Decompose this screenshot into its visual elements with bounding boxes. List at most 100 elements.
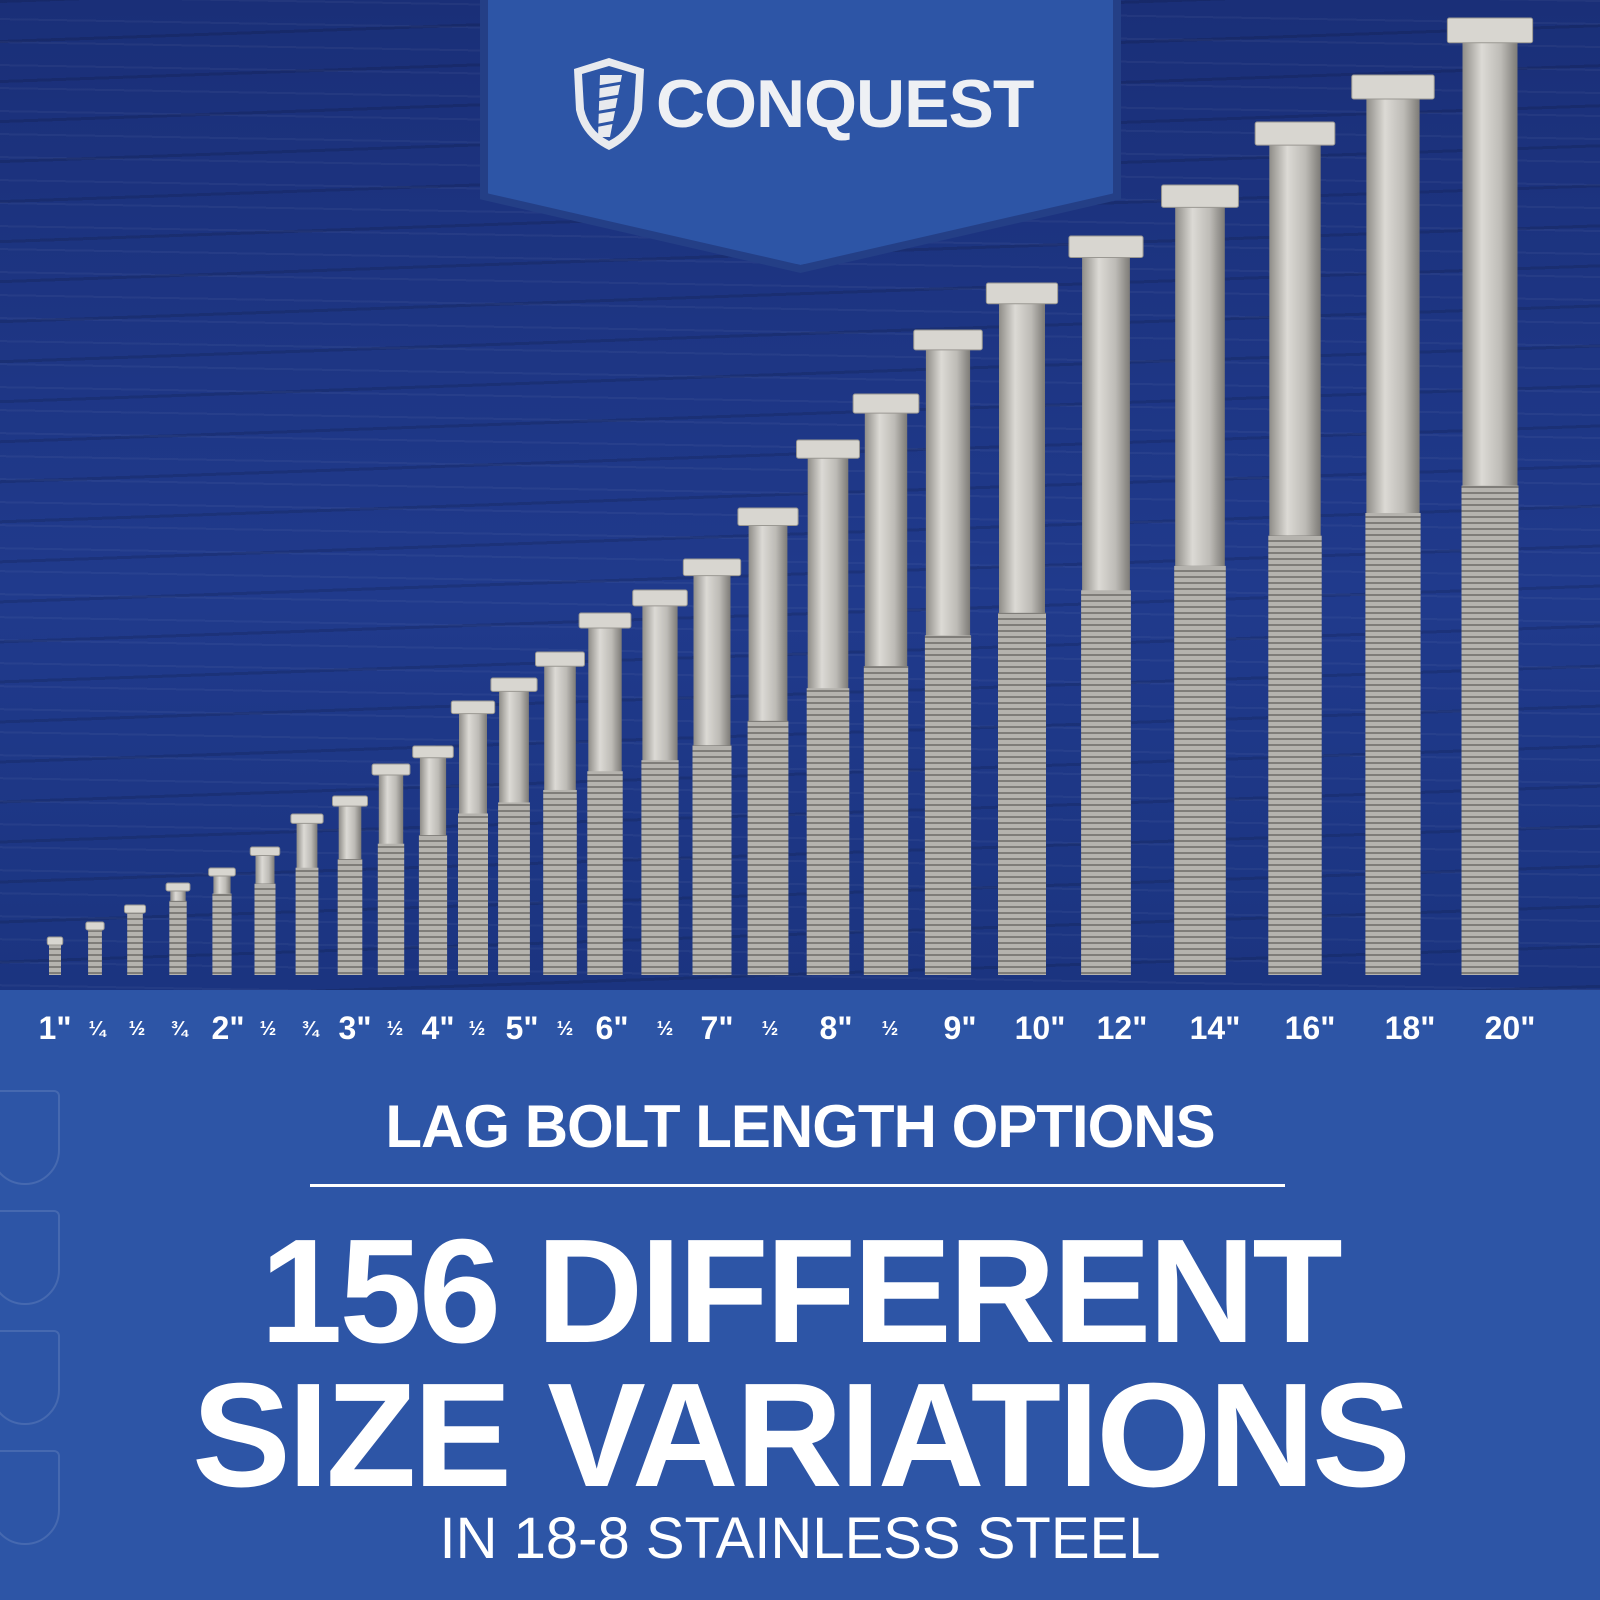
- bolt: [1446, 17, 1534, 975]
- bolt-head: [913, 329, 983, 351]
- bolt: [123, 904, 147, 975]
- bolt: [1068, 235, 1144, 975]
- bolt: [985, 282, 1059, 975]
- length-label: ½: [881, 1018, 899, 1040]
- bolt: [450, 700, 496, 975]
- bolt: [290, 813, 324, 975]
- bolt-head: [632, 589, 688, 607]
- bolt-thread: [498, 802, 530, 975]
- bolt-head: [46, 936, 64, 946]
- bolt-thread: [254, 883, 276, 975]
- bolt-thread: [998, 612, 1046, 975]
- length-label: 20": [1484, 1010, 1536, 1046]
- bolt-head: [796, 439, 860, 459]
- bolt-thread: [377, 843, 405, 975]
- bolt-head: [412, 745, 454, 759]
- length-label: 1": [38, 1010, 72, 1046]
- bolt-thread: [295, 867, 319, 975]
- length-label: 8": [819, 1010, 853, 1046]
- bolt-head: [1068, 235, 1144, 259]
- bolt-thread: [418, 835, 448, 975]
- length-label: ½: [656, 1018, 674, 1040]
- shield-screw-icon: [574, 58, 644, 150]
- bolt-thread: [88, 930, 102, 975]
- length-label: 4": [421, 1010, 455, 1046]
- length-labels: 1" ¼ ½ ¾ 2" ½ ¾ 3" ½ 4" ½ 5" ½ 6" ½ 7" ½ 8" ½ 9" 10" 12" 14" 16…: [0, 1010, 1600, 1060]
- bolt-head: [682, 558, 742, 577]
- bolt: [1351, 74, 1435, 975]
- bolt: [913, 329, 983, 975]
- bolt-thread: [1268, 535, 1322, 975]
- length-label: 6": [595, 1010, 629, 1046]
- bolt-head: [371, 763, 411, 776]
- bolt: [535, 651, 585, 975]
- length-label: ½: [386, 1018, 404, 1040]
- bolt-thread: [1365, 513, 1421, 975]
- bolt-head: [852, 393, 920, 414]
- shield-decoration: [0, 1090, 60, 1185]
- bolt: [490, 677, 538, 975]
- bolt-head: [208, 867, 236, 877]
- bolt-head: [985, 282, 1059, 305]
- length-label: 12": [1096, 1010, 1148, 1046]
- tagline: IN 18-8 STAINLESS STEEL: [439, 1506, 1161, 1571]
- bolt-head: [165, 882, 191, 892]
- bolt: [165, 882, 191, 975]
- bolt-thread: [924, 635, 972, 975]
- bolt-thread: [587, 771, 623, 975]
- headline-line-1: 156 DIFFERENT: [260, 1209, 1342, 1374]
- bolt: [1254, 121, 1336, 975]
- bolt-thread: [641, 760, 679, 975]
- bolt: [85, 921, 105, 975]
- divider: [310, 1184, 1285, 1187]
- bolt-thread: [1081, 590, 1131, 975]
- length-label: 2": [211, 1010, 245, 1046]
- bolt-head: [85, 921, 105, 931]
- bolt: [852, 393, 920, 976]
- bolt: [412, 745, 454, 975]
- shield-decoration: [0, 1210, 60, 1305]
- length-label: 5": [505, 1010, 539, 1046]
- length-label: 16": [1284, 1010, 1336, 1046]
- brand-name: CONQUEST: [656, 66, 1034, 142]
- bolt: [371, 763, 411, 975]
- bolt-thread: [863, 666, 909, 975]
- bolt-thread: [1174, 565, 1226, 975]
- length-label: ½: [761, 1018, 779, 1040]
- bolt-head: [578, 612, 632, 629]
- length-label: 9": [943, 1010, 977, 1046]
- length-label: 14": [1189, 1010, 1241, 1046]
- bolt-lineup: [46, 17, 1534, 976]
- length-label: ½: [556, 1018, 574, 1040]
- bolt-head: [1161, 184, 1239, 208]
- subtitle: LAG BOLT LENGTH OPTIONS: [385, 1093, 1215, 1160]
- bolt-thread: [127, 913, 143, 975]
- bolt-thread: [169, 900, 187, 975]
- bolt: [1161, 184, 1239, 975]
- bolt-thread: [337, 859, 363, 975]
- length-label: 18": [1384, 1010, 1436, 1046]
- length-label: ½: [259, 1018, 277, 1040]
- bolt-head: [1351, 74, 1435, 100]
- headline-line-2: SIZE VARIATIONS: [192, 1353, 1411, 1518]
- bolt-thread: [1461, 485, 1519, 975]
- brand-logo: CONQUEST: [570, 55, 1034, 153]
- shield-decoration: [0, 1330, 60, 1425]
- bolt: [46, 936, 64, 975]
- bolt-head: [737, 507, 799, 526]
- bolt-head: [1446, 17, 1534, 44]
- length-label: ¾: [301, 1018, 319, 1040]
- bolt-head: [535, 651, 585, 667]
- bolt-head: [1254, 121, 1336, 146]
- bolt-thread: [49, 945, 61, 975]
- length-label: 10": [1014, 1010, 1066, 1046]
- bolt-head: [331, 795, 369, 807]
- length-label: 7": [700, 1010, 734, 1046]
- shield-decoration: [0, 1450, 60, 1545]
- length-label: ¼: [88, 1018, 106, 1040]
- bolt-thread: [806, 688, 850, 975]
- bolt-thread: [458, 813, 488, 975]
- bolt: [249, 846, 281, 975]
- bolt-head: [249, 846, 281, 857]
- bolt: [632, 589, 688, 975]
